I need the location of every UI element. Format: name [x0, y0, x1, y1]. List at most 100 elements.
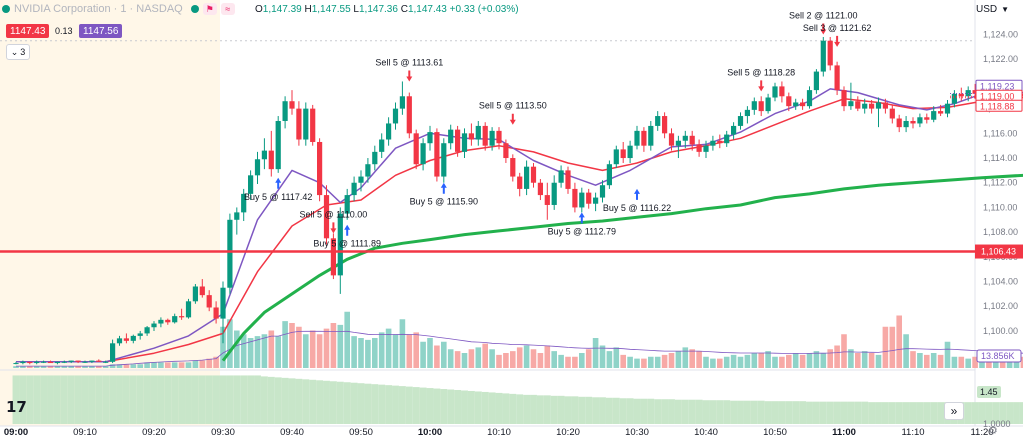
- candle: [537, 179, 543, 201]
- candle: [372, 145, 378, 171]
- lower-indicator-bar: [916, 402, 924, 424]
- lower-indicator-bar: [419, 387, 427, 424]
- lower-indicator-bar: [792, 401, 800, 424]
- indicators-toggle[interactable]: ⌄ 3: [6, 44, 30, 60]
- lower-indicator-bar: [902, 402, 910, 424]
- candle-body: [606, 164, 612, 186]
- currency-label: USD: [976, 4, 998, 15]
- volume-bar: [737, 356, 744, 368]
- candle-body: [427, 132, 433, 144]
- volume-bar: [696, 351, 702, 368]
- volume-bar: [516, 347, 523, 368]
- lower-indicator-bar: [212, 375, 220, 424]
- candle: [220, 281, 226, 344]
- volume-bar: [703, 356, 709, 368]
- candle: [130, 334, 136, 344]
- volume-bar: [917, 353, 923, 368]
- open-value: 1,147.39: [262, 4, 302, 15]
- candle-body: [344, 195, 350, 214]
- candle-body: [41, 361, 47, 363]
- candle-body: [89, 360, 95, 362]
- indicator-count: 3: [20, 47, 26, 57]
- lower-indicator-bar: [467, 390, 475, 424]
- candle: [241, 188, 247, 222]
- lower-indicator-bar: [302, 379, 310, 424]
- candle-body: [551, 182, 557, 205]
- candle-body: [599, 185, 606, 198]
- flag-icon[interactable]: ⚑: [202, 3, 217, 15]
- candle-body: [337, 213, 343, 276]
- candle-body: [875, 102, 882, 109]
- lower-indicator-bar: [60, 375, 68, 424]
- candle: [903, 116, 909, 133]
- volume-bar: [303, 334, 309, 368]
- candle-body: [958, 93, 964, 97]
- candle-body: [668, 133, 675, 146]
- candle-body: [717, 140, 723, 144]
- lower-indicator-bar: [730, 400, 738, 424]
- candle-body: [241, 193, 247, 213]
- lower-indicator-bar: [771, 401, 779, 424]
- lower-indicator-bar: [536, 395, 544, 424]
- lower-indicator-bar: [895, 402, 903, 424]
- candle: [110, 339, 116, 364]
- candle-body: [744, 109, 750, 117]
- candle-body: [234, 212, 240, 220]
- volume-bar: [109, 364, 116, 368]
- candle-body: [682, 135, 688, 141]
- volume-bar: [668, 353, 675, 368]
- lower-indicator-bar: [343, 382, 351, 424]
- volume-bar: [392, 334, 399, 368]
- double-chevron-right-icon: »: [950, 404, 958, 418]
- x-tick-label: 10:30: [625, 427, 649, 437]
- lower-indicator-bar: [833, 401, 841, 424]
- candle-body: [910, 120, 916, 124]
- alert-icon[interactable]: ≈: [220, 3, 235, 15]
- candle: [786, 92, 792, 112]
- volume-bar: [579, 353, 585, 368]
- candle: [179, 308, 185, 320]
- tradingview-logo-icon[interactable]: 17: [6, 398, 27, 416]
- candle-body: [938, 111, 944, 114]
- volume-bar: [475, 347, 482, 368]
- ema-slow-line: [16, 96, 1023, 363]
- arrow-up-icon: [275, 177, 282, 189]
- y-tick-label: 1,124.00: [983, 30, 1018, 40]
- symbol-title[interactable]: NVIDIA Corporation · 1 · NASDAQ: [14, 3, 183, 15]
- volume-bar: [503, 353, 509, 368]
- volume-bar: [268, 330, 275, 368]
- sell-button[interactable]: 1147.43: [6, 24, 50, 38]
- candle-body: [613, 149, 619, 165]
- y-tick-label: 1,110.00: [983, 202, 1017, 212]
- low-value: 1,147.36: [359, 4, 398, 15]
- candle-body: [82, 361, 88, 363]
- gear-icon[interactable]: ⚙: [988, 425, 998, 437]
- volume-bar: [68, 366, 74, 368]
- lower-indicator-bar: [33, 375, 41, 424]
- volume-bar: [220, 326, 226, 368]
- volume-bar: [254, 336, 261, 368]
- candle: [655, 111, 661, 131]
- candle-body: [855, 101, 861, 109]
- volume-bar: [620, 354, 626, 368]
- volume-bar: [489, 349, 495, 368]
- symbol-header[interactable]: NVIDIA Corporation · 1 · NASDAQ ⚑ ≈: [2, 3, 235, 15]
- scroll-to-realtime-button[interactable]: »: [944, 402, 964, 420]
- lower-y-tick-label: 1.0000: [983, 419, 1011, 429]
- candle: [765, 93, 771, 114]
- lower-indicator-bar: [806, 401, 813, 424]
- candle: [648, 120, 654, 151]
- change-value: +0.33 (+0.03%): [449, 4, 519, 15]
- candle-body: [848, 101, 854, 107]
- volume-bar: [558, 354, 564, 368]
- volume-bar: [358, 338, 364, 368]
- candle: [779, 81, 785, 103]
- arrow-down-icon: [509, 113, 516, 125]
- buy-button[interactable]: 1147.56: [79, 24, 123, 38]
- sell-signal: Sell 5 @ 1113.61: [375, 57, 443, 82]
- candle: [379, 133, 385, 159]
- currency-selector[interactable]: USD ▼: [976, 4, 1009, 15]
- candle: [137, 330, 143, 340]
- lower-indicator-bar: [226, 375, 234, 424]
